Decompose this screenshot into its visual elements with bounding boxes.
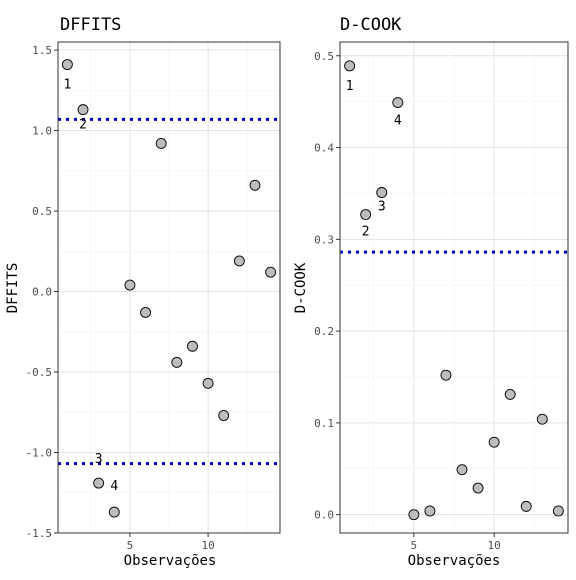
dcook-point: [408, 509, 420, 521]
dcook-point: [392, 97, 404, 109]
dffits-y-tick-label: -1.5: [26, 527, 53, 540]
dcook-x-tick-label: 10: [488, 539, 501, 552]
dffits-y-tick-label: -0.5: [26, 366, 53, 379]
dcook-title: D-COOK: [340, 15, 402, 35]
dcook-panel: D-COOK Observações D-COOK 1 23 4 0.0 0.1 0.2 0…: [293, 15, 569, 569]
dffits-x-tick-label: 5: [127, 539, 134, 552]
dcook-point: [520, 500, 532, 512]
dcook-point-label: 2: [362, 225, 370, 240]
dcook-point: [360, 209, 372, 220]
dffits-grid: [58, 42, 280, 534]
dcook-y-tick-label: 0.5: [314, 50, 334, 63]
dffits-y-tick-label: 0.0: [32, 286, 52, 299]
dffits-point: [249, 179, 261, 191]
dffits-point-label: 3: [95, 452, 103, 467]
dffits-y-tick-label: 0.5: [32, 205, 52, 218]
dcook-point: [440, 369, 452, 381]
dcook-y-tick-label: 0.2: [314, 325, 334, 338]
dcook-point: [472, 482, 484, 494]
dcook-y-axis-label: D-COOK: [293, 262, 309, 313]
dcook-y-tick-label: 0.0: [314, 509, 334, 522]
dcook-point-label: 3: [378, 200, 386, 215]
dffits-y-tick-label: -1.0: [26, 447, 53, 460]
dcook-grid: [340, 42, 568, 533]
dffits-point: [155, 137, 167, 149]
dcook-point: [488, 436, 500, 448]
dffits-panel-border: [57, 41, 281, 534]
dffits-point: [171, 356, 183, 368]
dffits-x-axis-label: Observações: [124, 553, 217, 569]
dffits-point: [218, 410, 230, 421]
dffits-point-label: 2: [79, 118, 87, 133]
dcook-x-axis-label: Observações: [408, 553, 501, 569]
dffits-point: [93, 477, 105, 489]
dffits-point: [124, 279, 136, 291]
dffits-point: [233, 255, 245, 267]
dffits-point-label: 1: [63, 78, 71, 93]
dffits-y-tick-label: 1.5: [32, 44, 52, 57]
dffits-point: [108, 506, 120, 518]
dffits-y-tick-label: 1.0: [32, 125, 52, 138]
dcook-point: [424, 505, 436, 517]
dffits-point: [265, 266, 277, 278]
dffits-point: [202, 377, 214, 389]
dffits-y-axis-label: DFFITS: [5, 263, 21, 314]
dcook-point: [504, 388, 516, 400]
dcook-point-label: 1: [346, 79, 354, 94]
dcook-point: [552, 505, 564, 517]
dffits-x-tick-label: 10: [201, 539, 214, 552]
dcook-y-tick-label: 0.3: [314, 233, 334, 246]
dcook-point-label: 4: [394, 114, 402, 129]
dcook-y-tick-label: 0.4: [314, 142, 334, 155]
dcook-point: [376, 187, 388, 198]
dcook-point: [456, 464, 468, 476]
dcook-x-tick-label: 5: [411, 539, 418, 552]
dffits-panel: DFFITS Observações DFFITS 1 2 34 -1.5 -1.0 -0…: [5, 15, 281, 569]
dffits-point: [187, 340, 198, 352]
dcook-point: [536, 413, 548, 425]
dffits-point: [77, 104, 89, 116]
dcook-panel-border: [339, 41, 569, 534]
dcook-y-tick-label: 0.1: [314, 417, 334, 430]
dcook-point: [344, 60, 356, 72]
dffits-point: [61, 59, 73, 70]
dffits-point-label: 4: [110, 479, 118, 494]
dffits-title: DFFITS: [60, 15, 121, 35]
dffits-point: [140, 307, 151, 318]
